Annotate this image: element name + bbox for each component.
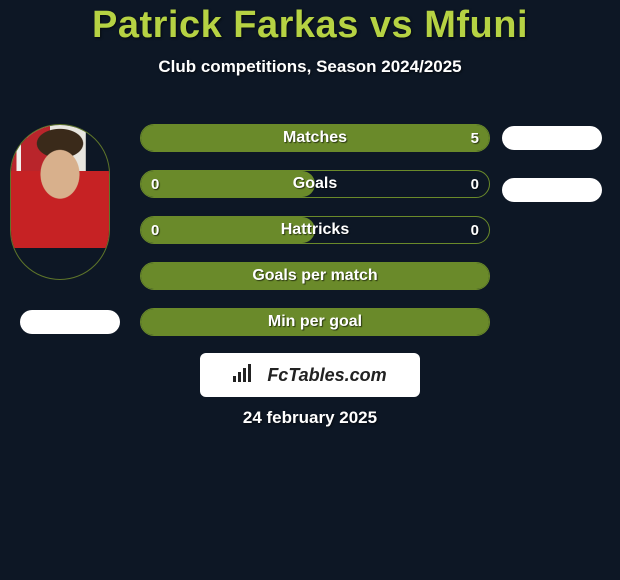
stat-label: Min per goal (141, 309, 489, 335)
stat-right-value: 0 (471, 217, 479, 243)
brand-text: FcTables.com (267, 365, 386, 386)
player-left-badge (20, 310, 120, 334)
player-right-badge-2 (502, 178, 602, 202)
stat-row-goals-per-match: Goals per match (140, 262, 490, 290)
stat-label: Matches (141, 125, 489, 151)
brand-logo-icon (233, 364, 261, 386)
stat-row-goals: 0 Goals 0 (140, 170, 490, 198)
player-left-avatar-img (11, 125, 109, 279)
stat-right-value: 0 (471, 171, 479, 197)
page-title: Patrick Farkas vs Mfuni (0, 0, 620, 47)
stat-row-min-per-goal: Min per goal (140, 308, 490, 336)
bars-icon (233, 364, 261, 382)
player-right-badge-1 (502, 126, 602, 150)
date-text: 24 february 2025 (0, 408, 620, 428)
stat-right-value: 5 (471, 125, 479, 151)
page-subtitle: Club competitions, Season 2024/2025 (0, 57, 620, 77)
stat-label: Goals (141, 171, 489, 197)
stat-label: Hattricks (141, 217, 489, 243)
player-left-avatar (10, 124, 110, 280)
brand-box: FcTables.com (200, 353, 420, 397)
stat-row-hattricks: 0 Hattricks 0 (140, 216, 490, 244)
stat-label: Goals per match (141, 263, 489, 289)
stat-row-matches: Matches 5 (140, 124, 490, 152)
stat-rows: Matches 5 0 Goals 0 0 Hattricks 0 Goals … (140, 124, 490, 354)
